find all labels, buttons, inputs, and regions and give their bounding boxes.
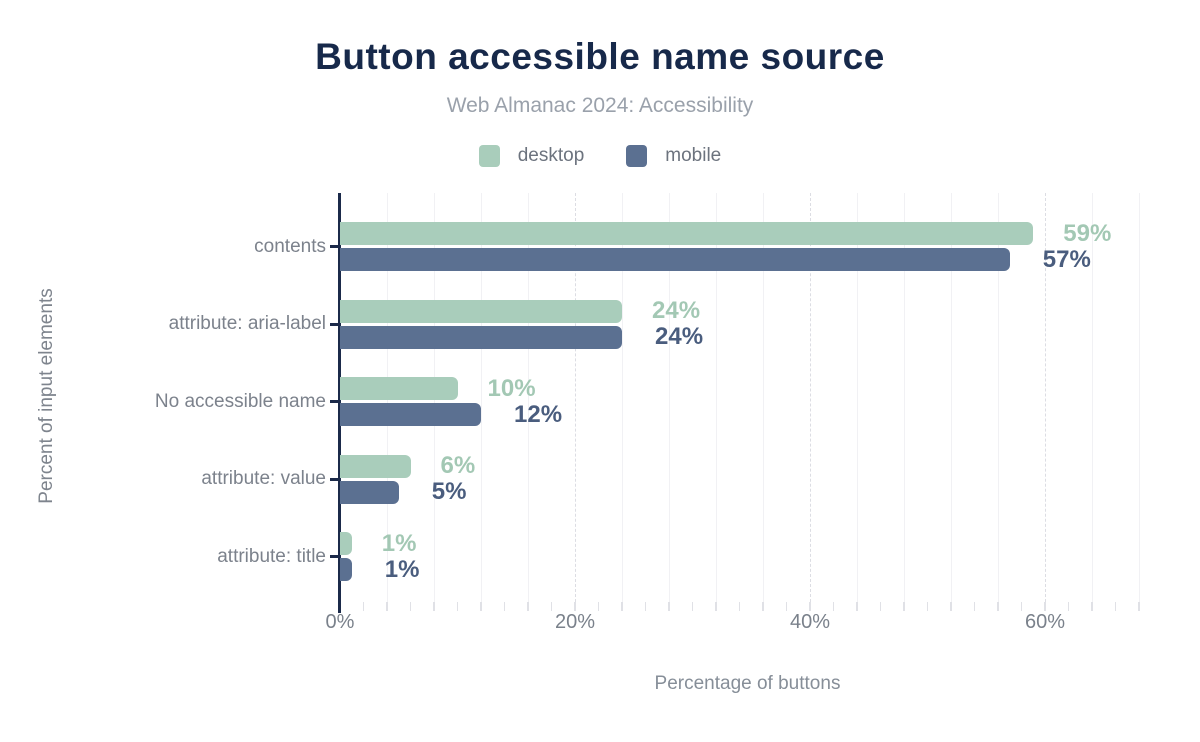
- category-tick: [330, 322, 339, 326]
- mobile-value-label: 5%: [431, 478, 467, 505]
- legend-item-desktop[interactable]: desktop: [478, 145, 585, 167]
- major-gridline: [810, 193, 811, 602]
- x-axis-minor-tick: [1091, 602, 1093, 611]
- x-axis-minor-tick: [550, 602, 553, 611]
- desktop-value-label: 1%: [381, 529, 417, 557]
- minor-gridline: [481, 193, 482, 602]
- desktop-value-label: 59%: [1063, 219, 1112, 247]
- chart-title: Button accessible name source: [315, 36, 885, 77]
- x-axis-minor-tick: [997, 602, 999, 611]
- x-axis-minor-tick: [785, 602, 788, 611]
- desktop-value-label: 24%: [652, 297, 701, 324]
- x-axis-minor-tick: [1044, 602, 1046, 611]
- desktop-value-label: 10%: [487, 374, 536, 402]
- mobile-value-label: 24%: [655, 323, 704, 350]
- y-axis-line: [338, 193, 341, 613]
- legend-item-mobile[interactable]: mobile: [626, 145, 721, 167]
- x-axis-minor-tick: [926, 602, 929, 611]
- category-tick: [330, 555, 339, 558]
- x-axis-minor-tick: [503, 602, 506, 611]
- mobile-value-label: 57%: [1042, 245, 1091, 273]
- x-axis-minor-tick: [809, 602, 811, 611]
- minor-gridline: [904, 193, 905, 602]
- x-axis-minor-tick: [386, 602, 388, 611]
- x-axis-minor-tick: [738, 602, 741, 611]
- x-axis-minor-tick: [480, 602, 482, 611]
- mobile-value-label: 12%: [514, 400, 563, 428]
- mobile-bar: [340, 325, 622, 349]
- x-tick-label: 40%: [789, 611, 831, 633]
- category-tick: [330, 477, 339, 481]
- x-axis-minor-tick: [903, 602, 905, 611]
- mobile-value-label: 1%: [384, 555, 420, 583]
- mobile-swatch-icon: [626, 145, 648, 167]
- minor-gridline: [528, 193, 529, 602]
- x-axis-minor-tick: [621, 602, 623, 611]
- y-axis-title: Percent of input elements: [36, 288, 57, 504]
- category-label: contents: [254, 235, 326, 257]
- desktop-value-label: 6%: [440, 452, 476, 479]
- chart-subtitle: Web Almanac 2024: Accessibility: [446, 94, 754, 117]
- x-axis-minor-tick: [1020, 602, 1023, 611]
- legend-label-mobile: mobile: [665, 145, 722, 166]
- x-axis-minor-tick: [1067, 602, 1070, 611]
- x-axis-minor-tick: [691, 602, 694, 611]
- desktop-bar: [340, 222, 1034, 245]
- x-axis-minor-tick: [644, 602, 647, 611]
- mobile-bar: [340, 248, 1010, 271]
- x-axis-minor-tick: [456, 602, 459, 611]
- x-axis-minor-tick: [832, 602, 835, 611]
- x-tick-label: 0%: [325, 611, 355, 633]
- major-gridline: [575, 193, 576, 602]
- category-label: attribute: aria-label: [168, 313, 326, 334]
- minor-gridline: [1139, 193, 1140, 602]
- x-axis-minor-tick: [338, 602, 341, 613]
- x-axis-minor-tick: [433, 602, 435, 611]
- x-axis-minor-tick: [527, 602, 529, 611]
- minor-gridline: [1092, 193, 1093, 602]
- x-axis-minor-tick: [879, 602, 882, 611]
- x-axis-minor-tick: [762, 602, 764, 611]
- x-tick-label: 20%: [554, 611, 596, 633]
- x-axis-minor-tick: [973, 602, 976, 611]
- x-axis-minor-tick: [409, 602, 412, 611]
- x-axis-minor-tick: [856, 602, 858, 611]
- legend: desktop mobile: [0, 142, 1200, 170]
- x-axis-minor-tick: [668, 602, 670, 611]
- mobile-bar: [340, 480, 399, 504]
- minor-gridline: [763, 193, 764, 602]
- x-axis-title: Percentage of buttons: [654, 673, 841, 694]
- x-axis-minor-tick: [362, 602, 365, 611]
- category-label: attribute: value: [201, 468, 326, 489]
- minor-gridline: [998, 193, 999, 602]
- major-gridline: [1045, 193, 1046, 602]
- x-axis-minor-tick: [597, 602, 600, 611]
- category-label: No accessible name: [154, 390, 326, 412]
- x-axis-minor-tick: [950, 602, 952, 611]
- desktop-bar: [340, 299, 622, 323]
- x-axis-minor-tick: [715, 602, 717, 611]
- desktop-bar: [340, 377, 458, 400]
- category-tick: [330, 245, 339, 248]
- minor-gridline: [669, 193, 670, 602]
- desktop-swatch-icon: [478, 145, 500, 167]
- category-tick: [330, 400, 339, 403]
- mobile-bar: [340, 403, 481, 426]
- minor-gridline: [951, 193, 952, 602]
- desktop-bar: [340, 454, 411, 478]
- minor-gridline: [857, 193, 858, 602]
- mobile-bar: [340, 558, 352, 581]
- desktop-bar: [340, 532, 352, 555]
- legend-label-desktop: desktop: [517, 145, 585, 166]
- x-axis-minor-tick: [574, 602, 576, 611]
- category-label: attribute: title: [217, 545, 326, 567]
- x-tick-label: 60%: [1024, 611, 1066, 633]
- x-axis-minor-tick: [1114, 602, 1117, 611]
- plot-area: contents 59% 57% attribute: aria-label 24% 24…: [155, 193, 1155, 694]
- minor-gridline: [622, 193, 623, 602]
- minor-gridline: [716, 193, 717, 602]
- x-axis-minor-tick: [1138, 602, 1140, 611]
